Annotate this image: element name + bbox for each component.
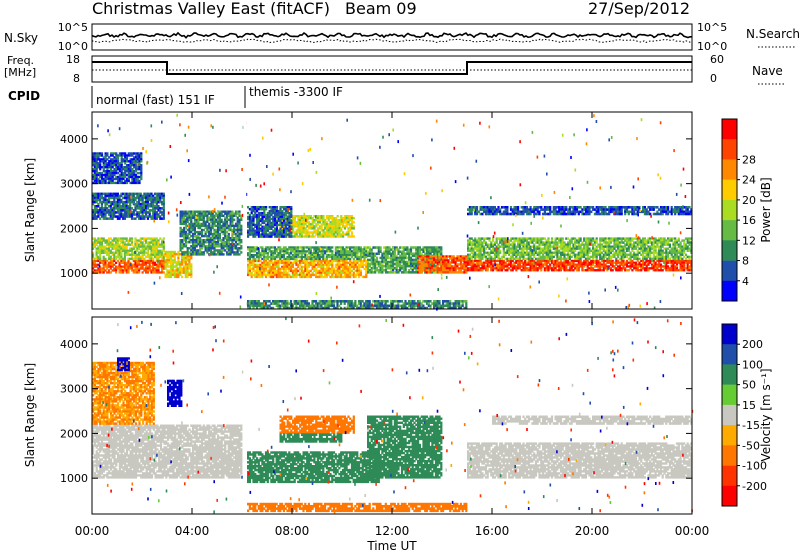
power-cell xyxy=(166,276,168,279)
power-cell xyxy=(240,225,242,227)
power-cell xyxy=(131,241,133,243)
nsky-trace xyxy=(92,33,692,38)
power-cell xyxy=(183,272,185,275)
power-cell xyxy=(265,208,267,210)
cpid-panel: CPID normal (fast) 151 IF themis -3300 I… xyxy=(8,85,343,108)
power-cell xyxy=(163,248,165,250)
power-cell xyxy=(163,237,165,239)
power-cell xyxy=(238,213,240,215)
power-cell xyxy=(120,254,122,256)
power-cell xyxy=(177,276,179,279)
power-cell xyxy=(240,233,242,235)
power-cell xyxy=(140,160,142,162)
power-cell xyxy=(219,235,221,237)
power-cell xyxy=(163,271,165,273)
nsearch-label: N.Search xyxy=(746,27,800,41)
cpid-segment-themis: themis -3300 IF xyxy=(249,85,343,99)
power-cell xyxy=(181,276,183,279)
power-cell xyxy=(240,241,242,243)
cpid-segment-normal: normal (fast) 151 IF xyxy=(96,93,215,107)
freq-tick-bottom: 8 xyxy=(73,72,80,85)
nave-tick-top: 60 xyxy=(710,53,724,66)
nsky-panel: N.Sky 10^5 10^0 10^5 10^0 N.Search xyxy=(4,21,800,53)
power-cell xyxy=(222,253,224,255)
power-cell xyxy=(353,217,355,219)
power-cell xyxy=(190,276,192,279)
power-cell xyxy=(157,241,159,243)
nsky-tick-top: 10^5 xyxy=(58,21,88,34)
power-cell xyxy=(240,229,242,231)
nsky-tick-bottom: 10^0 xyxy=(58,40,88,53)
power-cell xyxy=(126,248,128,250)
power-cell xyxy=(104,258,106,260)
power-cell xyxy=(127,271,129,273)
power-cell xyxy=(172,274,174,277)
cpid-label: CPID xyxy=(8,89,40,103)
power-cell xyxy=(540,269,542,271)
power-cell xyxy=(221,219,223,221)
power-cell xyxy=(138,182,140,184)
power-cell xyxy=(465,271,467,273)
nave-tick-bottom: 0 xyxy=(710,72,717,85)
power-cell xyxy=(353,227,355,229)
nsearch-tick-bottom: 10^0 xyxy=(697,40,727,53)
power-cell xyxy=(331,246,333,248)
power-cell xyxy=(103,271,105,273)
power-cell xyxy=(290,216,292,218)
power-cell xyxy=(183,261,185,264)
power-cell xyxy=(240,247,242,249)
nsky-label: N.Sky xyxy=(4,31,38,45)
power-cell xyxy=(190,257,192,260)
power-cell xyxy=(365,276,367,278)
plot-title: Christmas Valley East (fitACF) xyxy=(92,0,330,18)
power-cell xyxy=(290,222,292,224)
power-cell xyxy=(140,178,142,180)
power-cell xyxy=(138,271,140,273)
beam-label: Beam 09 xyxy=(345,0,417,18)
power-cell xyxy=(147,271,149,273)
power-cell xyxy=(353,235,355,237)
freq-trace xyxy=(92,62,692,74)
power-cell xyxy=(240,219,242,221)
power-cell xyxy=(188,267,190,270)
power-cell xyxy=(188,274,190,277)
power-cell xyxy=(203,253,205,255)
power-cell xyxy=(578,269,580,271)
date-label: 27/Sep/2012 xyxy=(588,0,690,18)
power-cell xyxy=(337,215,339,217)
power-cell xyxy=(122,271,124,273)
power-cell xyxy=(228,235,230,237)
power-cell xyxy=(172,255,174,258)
power-cell xyxy=(194,229,196,231)
power-cell xyxy=(177,263,179,266)
power-cell xyxy=(233,219,235,221)
freq-panel: Freq. [MHz] 18 8 60 0 Nave xyxy=(4,53,786,85)
power-cell xyxy=(353,221,355,223)
nsearch-trace xyxy=(92,39,692,43)
power-cell xyxy=(99,258,101,260)
power-cell xyxy=(203,219,205,221)
nave-label: Nave xyxy=(752,64,783,78)
freq-tick-top: 18 xyxy=(66,53,80,66)
power-data xyxy=(92,112,692,311)
power-cell xyxy=(142,271,144,273)
power-cell xyxy=(163,217,165,220)
nsearch-tick-top: 10^5 xyxy=(697,21,727,34)
freq-unit-label: [MHz] xyxy=(4,66,36,79)
power-cell xyxy=(166,265,168,268)
power-cell xyxy=(124,258,126,260)
power-cell xyxy=(240,251,242,253)
power-cell xyxy=(110,271,112,273)
power-cell xyxy=(290,235,292,237)
power-cell xyxy=(157,269,159,271)
power-cell xyxy=(487,269,489,271)
power-cell xyxy=(115,271,117,273)
power-cell xyxy=(340,229,342,231)
power-cell xyxy=(294,219,296,221)
